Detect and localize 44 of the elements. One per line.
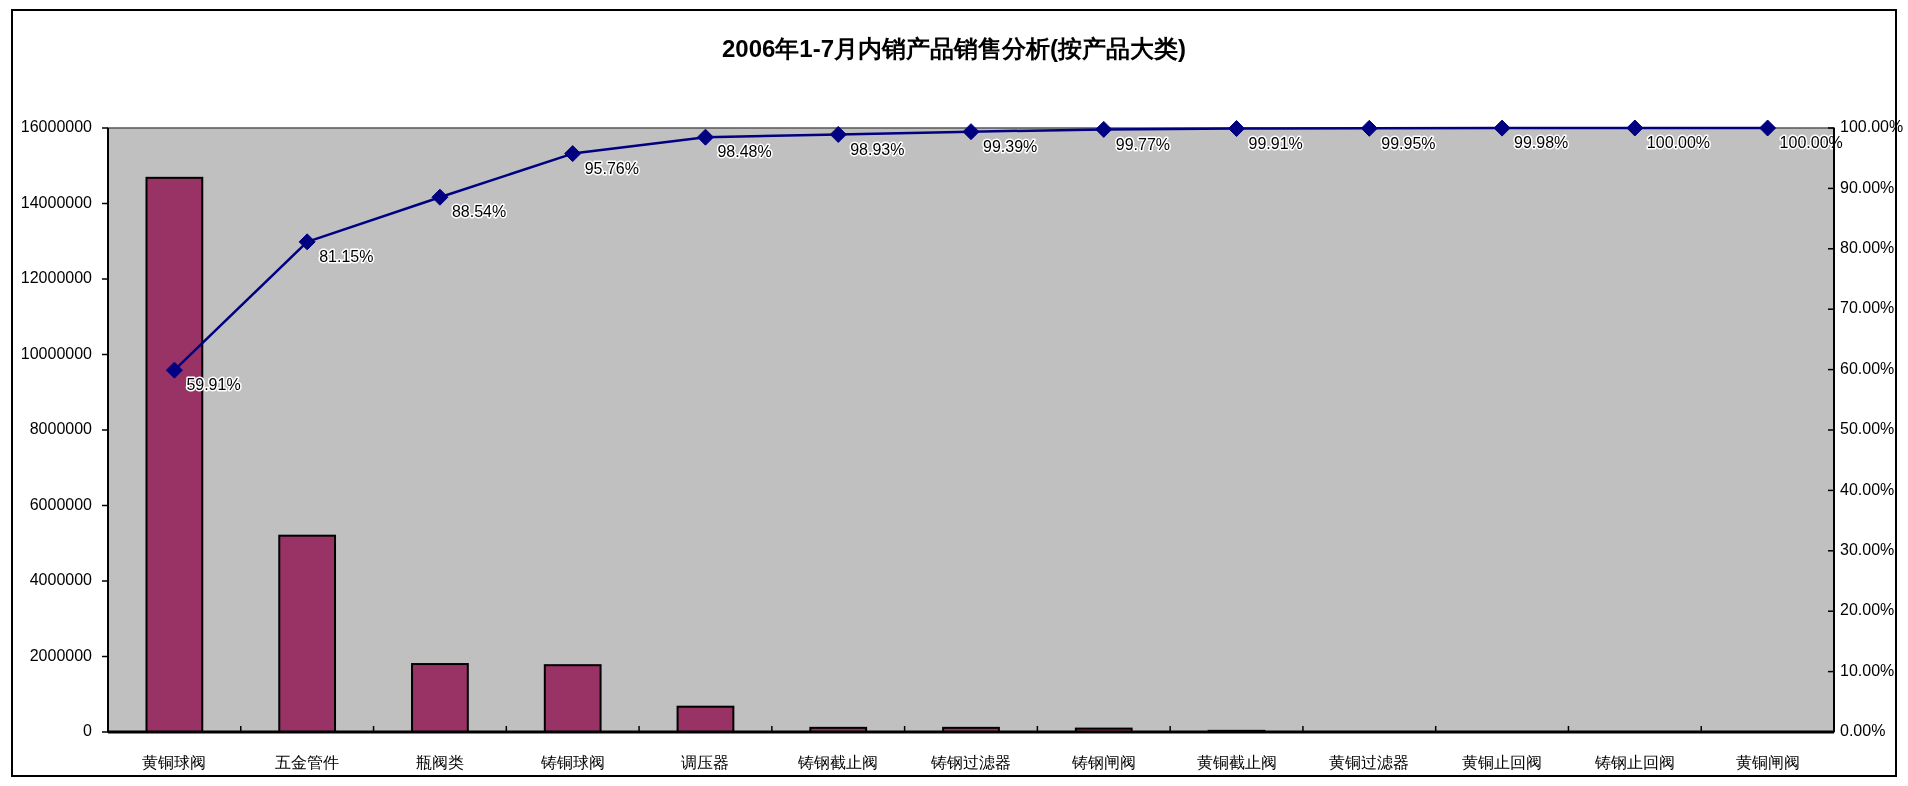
y-tick-label: 2000000 — [29, 646, 93, 664]
y-tick-label: 4000000 — [29, 571, 93, 589]
data-label: 81.15% — [319, 248, 374, 266]
x-tick-label: 铸钢闸阀 — [1070, 754, 1136, 772]
x-tick-label: 铸钢止回阀 — [1593, 754, 1675, 772]
data-label: 99.98% — [1514, 134, 1569, 152]
data-label: 99.91% — [1248, 134, 1303, 152]
x-tick-label: 黄铜止回阀 — [1462, 754, 1543, 772]
x-tick-label: 瓶阀类 — [415, 754, 464, 772]
x-tick-label: 黄铜截止阀 — [1196, 754, 1277, 772]
data-label: 95.76% — [584, 159, 639, 177]
y-tick-label: 8000000 — [29, 420, 93, 438]
y2-tick-label: 90.00% — [1840, 178, 1895, 196]
chart-title: 2006年1-7月内销产品销售分析(按产品大类) — [721, 35, 1187, 63]
y2-tick-label: 60.00% — [1840, 359, 1895, 377]
x-tick-label: 黄铜闸阀 — [1735, 754, 1800, 772]
x-tick-label: 调压器 — [681, 754, 730, 772]
data-label: 100.00% — [1646, 134, 1711, 152]
y2-tick-label: 80.00% — [1840, 239, 1895, 257]
y-tick-label: 16000000 — [20, 118, 93, 136]
y2-tick-label: 10.00% — [1840, 661, 1895, 679]
data-label: 99.39% — [983, 137, 1038, 155]
y2-tick-label: 0.00% — [1840, 722, 1886, 740]
x-tick-label: 铸铜球阀 — [539, 754, 605, 772]
x-tick-label: 黄铜球阀 — [142, 754, 207, 772]
y2-tick-label: 30.00% — [1840, 541, 1895, 559]
data-label: 99.95% — [1381, 134, 1436, 152]
y-tick-label: 6000000 — [29, 495, 93, 513]
y2-tick-label: 20.00% — [1840, 601, 1895, 619]
data-label: 98.93% — [850, 140, 905, 158]
y-tick-label: 10000000 — [20, 344, 93, 362]
x-tick-label: 五金管件 — [275, 754, 340, 772]
y-tick-label: 0 — [83, 722, 93, 740]
data-label: 88.54% — [451, 203, 507, 221]
x-tick-label: 黄铜过滤器 — [1329, 754, 1410, 772]
data-label: 98.48% — [717, 143, 772, 161]
y2-tick-label: 40.00% — [1840, 480, 1895, 498]
y2-tick-label: 50.00% — [1840, 420, 1895, 438]
x-tick-label: 铸钢截止阀 — [797, 754, 879, 772]
x-tick-label: 铸钢过滤器 — [930, 754, 1011, 772]
y2-tick-label: 70.00% — [1840, 299, 1895, 317]
data-label: 99.77% — [1115, 135, 1171, 153]
y-tick-label: 14000000 — [20, 193, 93, 211]
y-tick-label: 12000000 — [20, 269, 93, 287]
